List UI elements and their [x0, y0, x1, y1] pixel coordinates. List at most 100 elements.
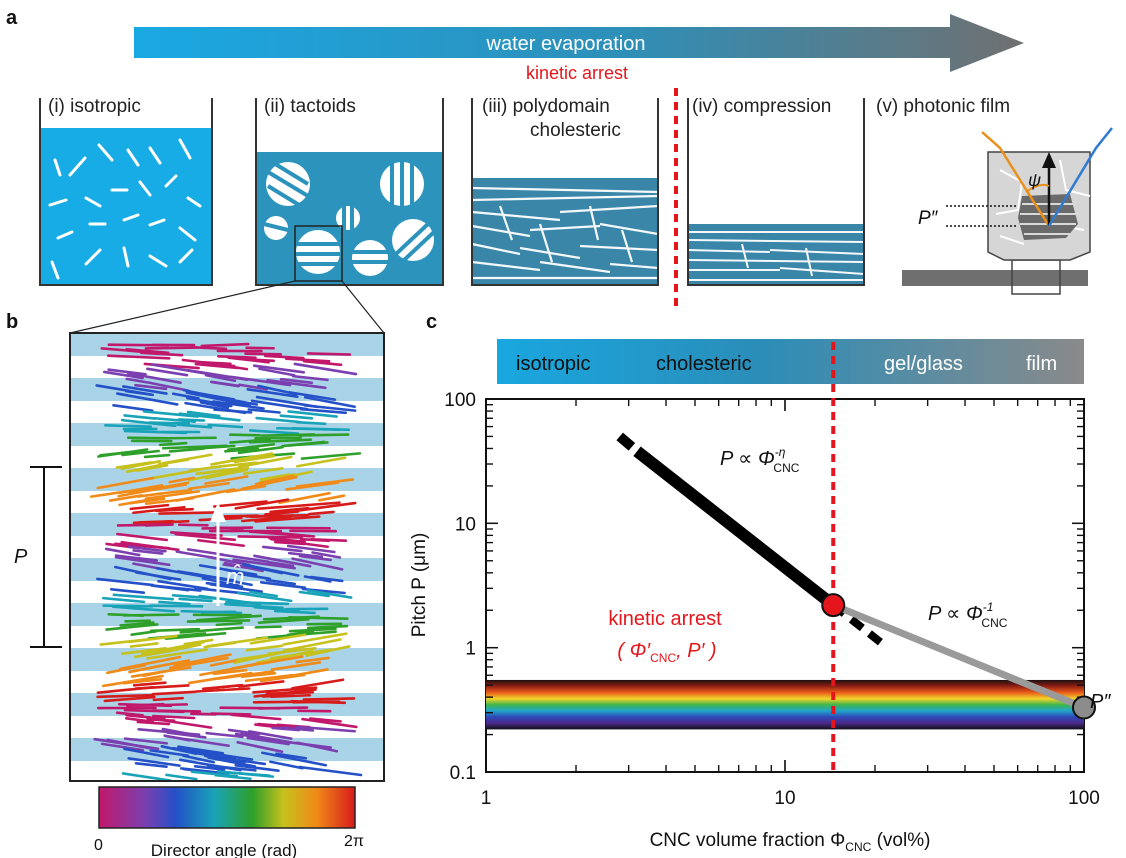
- director-rod: [299, 537, 331, 543]
- director-rod: [210, 452, 274, 466]
- director-rod: [245, 644, 284, 652]
- director-rod: [234, 498, 290, 510]
- director-rod: [266, 526, 331, 530]
- director-rod: [237, 680, 285, 688]
- director-rod: [176, 423, 213, 429]
- director-rod: [104, 547, 141, 557]
- director-rod: [259, 580, 307, 590]
- director-rod: [144, 496, 195, 506]
- director-rod: [171, 392, 200, 400]
- director-rod: [153, 416, 196, 424]
- director-rod: [303, 404, 357, 412]
- director-rod: [217, 552, 270, 564]
- law2-label: P ∝ Φ-1 CNC: [928, 600, 1008, 630]
- director-rod: [121, 772, 172, 781]
- director-rod: [248, 730, 293, 740]
- director-rod: [278, 491, 331, 505]
- director-rod: [101, 596, 146, 604]
- director-rod: [93, 737, 160, 751]
- director-rod: [165, 773, 198, 781]
- director-rod: [149, 749, 190, 757]
- y-axis-label: Pitch P (μm): [409, 533, 430, 638]
- evaporation-text: water evaporation: [486, 33, 646, 55]
- director-rod: [99, 638, 150, 646]
- director-rod: [127, 757, 181, 767]
- director-rod: [125, 377, 153, 385]
- director-rod: [311, 551, 342, 559]
- director-rod: [143, 453, 171, 459]
- m-hat-label: m̂: [226, 564, 244, 589]
- director-rod: [237, 455, 293, 469]
- director-rod: [108, 494, 143, 502]
- director-rod: [129, 503, 170, 511]
- director-rod: [228, 433, 261, 437]
- director-rod: [212, 400, 265, 410]
- director-rod: [123, 429, 188, 435]
- director-rod: [279, 377, 314, 385]
- director-rod: [130, 630, 158, 636]
- data-point-1: [1072, 695, 1096, 720]
- director-rod: [291, 678, 345, 690]
- director-rod: [102, 604, 154, 608]
- director-rod: [306, 352, 352, 356]
- director-rod: [299, 407, 348, 415]
- law1-label: P ∝ Φ-η CNC: [720, 445, 800, 475]
- director-rod: [166, 731, 207, 739]
- director-rod: [195, 687, 251, 693]
- director-rod: [123, 708, 185, 714]
- director-rod: [283, 638, 342, 652]
- director-rod: [122, 385, 168, 395]
- director-rod: [96, 693, 155, 699]
- phase-gel-glass: gel/glass: [884, 353, 963, 375]
- director-rod: [236, 758, 267, 766]
- director-rod: [140, 351, 184, 357]
- director-rod: [133, 649, 171, 659]
- director-rod: [309, 575, 344, 583]
- stage-3-label-line2: cholesteric: [530, 120, 621, 141]
- y-tick-label: 1: [465, 639, 476, 660]
- director-rod: [204, 373, 237, 383]
- director-rod: [233, 454, 276, 464]
- director-rod: [106, 354, 171, 360]
- director-rod: [124, 389, 155, 397]
- director-rod: [287, 551, 324, 559]
- director-rod: [204, 468, 248, 480]
- director-rod: [105, 623, 159, 631]
- director-rod: [205, 731, 244, 739]
- director-rod: [186, 410, 221, 418]
- stage-1-label: (i) isotropic: [48, 96, 141, 117]
- director-rod: [107, 343, 170, 347]
- director-rod: [132, 549, 164, 555]
- director-rod: [248, 438, 313, 444]
- director-rod: [196, 538, 246, 548]
- evaporation-arrow: [134, 14, 1024, 72]
- director-rod: [303, 395, 356, 409]
- director-rod: [150, 468, 202, 480]
- stage-5-label: (v) photonic film: [876, 96, 1010, 117]
- director-rod: [214, 773, 252, 781]
- director-rod: [124, 619, 152, 623]
- director-rod: [179, 626, 245, 634]
- director-rod: [132, 681, 167, 687]
- director-rod: [188, 466, 250, 482]
- director-rod: [246, 388, 299, 398]
- director-rod: [177, 523, 209, 527]
- director-rod: [295, 478, 355, 488]
- director-rod: [238, 383, 269, 391]
- panel-b-label: b: [6, 311, 18, 333]
- series-line-0: [633, 446, 837, 610]
- director-rod: [266, 378, 327, 390]
- phase-isotropic: isotropic: [516, 353, 590, 375]
- director-rod: [158, 511, 218, 515]
- director-rod: [293, 362, 358, 376]
- p-double-prime-a: P″: [918, 208, 939, 229]
- director-rod: [123, 747, 170, 759]
- beaker-compression: (iv) compression: [687, 96, 865, 286]
- stage-3-label-line1: (iii) polydomain: [482, 96, 610, 117]
- director-rod: [216, 355, 257, 359]
- director-rod: [134, 762, 168, 768]
- director-rod: [254, 625, 282, 629]
- arrest-point-label: ( Φ′CNC, P′ ): [617, 640, 716, 665]
- director-rod: [188, 481, 230, 491]
- director-rod: [243, 357, 276, 363]
